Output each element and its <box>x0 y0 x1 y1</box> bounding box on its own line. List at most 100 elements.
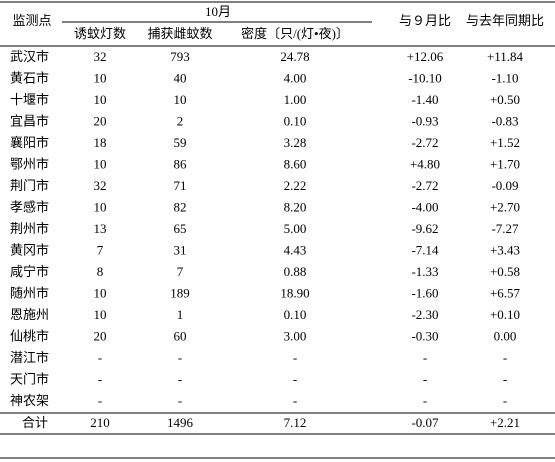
cell: +0.50 <box>490 92 520 107</box>
cell: 7 <box>177 264 184 279</box>
cell: +11.84 <box>487 49 524 64</box>
header-cell: 密度〔只/(灯•夜)〕 <box>241 26 349 41</box>
cell: +0.58 <box>490 264 520 279</box>
cell: +3.43 <box>490 242 520 257</box>
cell: - <box>503 393 507 408</box>
cell: 7 <box>97 242 104 257</box>
cell: +2.70 <box>490 199 520 214</box>
cell: - <box>293 371 297 386</box>
cell: 鄂州市 <box>10 156 49 171</box>
cell: - <box>98 393 102 408</box>
cell: 十堰市 <box>10 92 49 107</box>
cell: 10 <box>94 92 107 107</box>
header-cell: 捕获雌蚊数 <box>147 26 212 41</box>
cell: 18.90 <box>280 285 309 300</box>
cell: 59 <box>174 135 187 150</box>
cell: 神农架 <box>10 393 49 408</box>
cell: -2.72 <box>411 178 438 193</box>
cell: 31 <box>174 242 187 257</box>
cell: 4.00 <box>284 70 307 85</box>
cell: 黄石市 <box>10 70 49 85</box>
cell: 1496 <box>167 415 194 430</box>
cell: 天门市 <box>10 371 49 386</box>
cell: 210 <box>90 415 110 430</box>
cell: 5.00 <box>284 221 307 236</box>
cell: -7.27 <box>491 221 519 236</box>
cell: 20 <box>94 328 107 343</box>
cell: -2.72 <box>411 135 438 150</box>
cell: +0.10 <box>490 307 520 322</box>
cell: 793 <box>170 49 190 64</box>
cell: 0.10 <box>284 113 307 128</box>
cell: -0.09 <box>491 178 518 193</box>
cell: - <box>178 371 182 386</box>
cell: 71 <box>174 178 187 193</box>
cell: -4.00 <box>411 199 438 214</box>
cell: 20 <box>94 113 107 128</box>
cell: 2.22 <box>284 178 307 193</box>
cell: 60 <box>174 328 187 343</box>
cell: -1.33 <box>411 264 438 279</box>
cell: 10 <box>94 156 107 171</box>
cell: 黄冈市 <box>10 242 49 257</box>
cell: +6.57 <box>490 285 521 300</box>
cell: 82 <box>174 199 187 214</box>
cell: -0.07 <box>411 415 439 430</box>
cell: - <box>98 371 102 386</box>
cell: - <box>423 371 427 386</box>
cell: 3.28 <box>284 135 307 150</box>
cell: 武汉市 <box>10 49 49 64</box>
cell: 随州市 <box>10 285 49 300</box>
cell: 0.00 <box>494 328 517 343</box>
cell: - <box>423 350 427 365</box>
cell: 1.00 <box>284 92 307 107</box>
cell: 10 <box>94 70 107 85</box>
cell: 8.60 <box>284 156 307 171</box>
cell: -10.10 <box>408 70 442 85</box>
cell: 10 <box>174 92 187 107</box>
cell: 合计 <box>22 415 48 430</box>
cell: 潜江市 <box>10 350 49 365</box>
cell: -1.40 <box>411 92 438 107</box>
cell: -7.14 <box>411 242 439 257</box>
cell: 宜昌市 <box>10 113 49 128</box>
cell: 荆州市 <box>10 221 49 236</box>
cell: 32 <box>94 178 107 193</box>
cell: -1.10 <box>491 70 518 85</box>
cell: 0.10 <box>284 307 307 322</box>
header-cell: 与去年同期比 <box>466 13 544 28</box>
cell: +2.21 <box>490 415 520 430</box>
cell: 10 <box>94 285 107 300</box>
cell: 7.12 <box>284 415 307 430</box>
cell: 8.20 <box>284 199 307 214</box>
cell: - <box>503 350 507 365</box>
cell: 3.00 <box>284 328 307 343</box>
cell: 8 <box>97 264 104 279</box>
cell: 2 <box>177 113 184 128</box>
cell: +4.80 <box>410 156 440 171</box>
cell: 18 <box>94 135 107 150</box>
cell: 0.88 <box>284 264 307 279</box>
header-cell: 与９月比 <box>399 13 451 28</box>
cell: 4.43 <box>284 242 307 257</box>
cell: -9.62 <box>411 221 438 236</box>
header-cell: 诱蚊灯数 <box>74 26 126 41</box>
cell: +1.52 <box>490 135 520 150</box>
cell: 孝感市 <box>10 199 49 214</box>
cell: 13 <box>94 221 107 236</box>
cell: - <box>178 350 182 365</box>
cell: 24.78 <box>280 49 309 64</box>
cell: 86 <box>174 156 188 171</box>
cell: -0.30 <box>411 328 438 343</box>
cell: 65 <box>174 221 187 236</box>
cell: 襄阳市 <box>10 135 49 150</box>
cell: - <box>293 350 297 365</box>
cell: - <box>293 393 297 408</box>
header-cell: 监测点 <box>12 13 51 28</box>
header-cell: 10月 <box>205 4 231 19</box>
cell: -2.30 <box>411 307 438 322</box>
cell: +1.70 <box>490 156 520 171</box>
cell: 1 <box>177 307 184 322</box>
cell: - <box>503 371 507 386</box>
